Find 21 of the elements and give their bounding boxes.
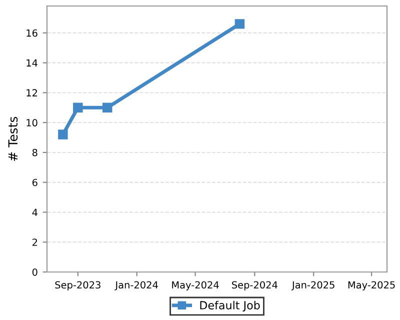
point [73, 102, 83, 112]
legend-label: Default Job [200, 300, 260, 312]
y-tick-label: 16 [26, 29, 38, 37]
point [234, 19, 245, 29]
y-tick-label: 4 [32, 208, 38, 216]
y-axis-title: # Tests [8, 116, 18, 161]
x-tick-label: May-2024 [172, 281, 219, 290]
y-tick-label: 2 [32, 238, 37, 246]
y-tick-label: 10 [26, 119, 38, 126]
y-tick-label: 0 [32, 268, 38, 276]
x-tick-label: Sep-2024 [232, 281, 278, 290]
x-tick-label: Sep-2023 [55, 281, 100, 290]
y-tick-label: 6 [32, 178, 38, 186]
point [102, 102, 112, 112]
y-tick-label: 14 [26, 59, 38, 66]
x-tick-label: May-2025 [348, 281, 395, 290]
x-tick-label: Jan-2025 [291, 281, 334, 290]
y-tick-label: 8 [32, 148, 38, 156]
point [58, 130, 68, 140]
y-tick-label: 12 [26, 89, 37, 96]
x-tick-label: Jan-2024 [114, 281, 158, 290]
